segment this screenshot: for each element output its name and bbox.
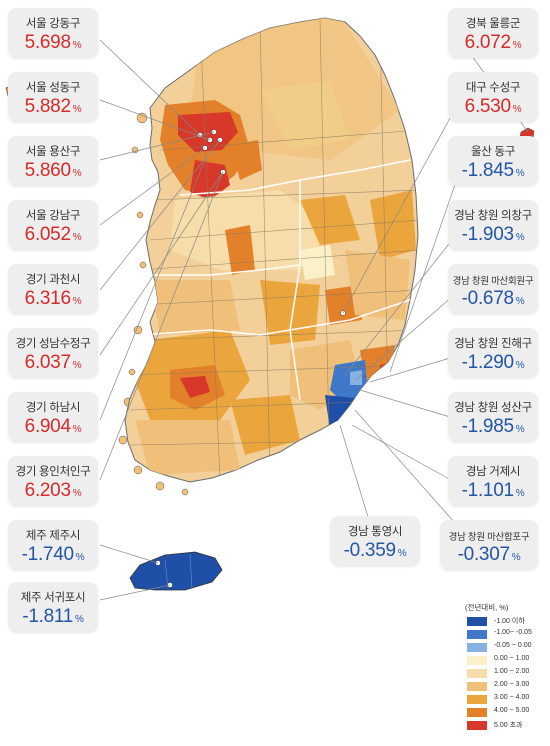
region-value: 5.698 bbox=[24, 32, 71, 53]
region-name: 경남 거제시 bbox=[465, 466, 521, 478]
legend-label: -1.00 이하 bbox=[494, 618, 525, 625]
region-value: 6.037 bbox=[24, 352, 71, 373]
region-value: 6.530 bbox=[464, 96, 511, 117]
region-value: 6.904 bbox=[24, 416, 71, 437]
legend-label: 4.00 ~ 5.00 bbox=[494, 707, 530, 714]
region-card: 서울 강남구 6.052% bbox=[8, 200, 98, 250]
legend-item: -1.00 이하 bbox=[467, 616, 543, 628]
region-value: -1.985 bbox=[461, 416, 514, 437]
region-name: 경기 용인처인구 bbox=[15, 466, 91, 478]
region-value: -1.811 bbox=[22, 606, 74, 627]
legend-item: 3.00 ~ 4.00 bbox=[467, 694, 543, 706]
legend-item: 4.00 ~ 5.00 bbox=[467, 707, 543, 719]
region-card: 경남 창원 의창구 -1.903% bbox=[448, 200, 538, 250]
legend-title: (전년대비, %) bbox=[465, 603, 509, 612]
region-card: 제주 제주시 -1.740% bbox=[8, 520, 98, 570]
region-card: 서울 강동구 5.698% bbox=[8, 8, 98, 58]
legend-item: 5.00 초과 bbox=[467, 720, 543, 732]
legend-item: -0.05 ~ 0.00 bbox=[467, 642, 543, 654]
region-name: 경남 통영시 bbox=[347, 526, 403, 538]
legend-swatch bbox=[467, 669, 487, 678]
region-name: 제주 제주시 bbox=[25, 530, 81, 542]
legend-label: 5.00 초과 bbox=[494, 722, 523, 729]
region-value: -1.903 bbox=[461, 224, 514, 245]
region-card: 경남 창원 성산구 -1.985% bbox=[448, 392, 538, 442]
region-card: 울산 동구 -1.845% bbox=[448, 136, 538, 186]
region-card: 경남 창원 마산회원구 -0.678% bbox=[448, 264, 538, 314]
region-card: 경남 창원 마산합포구 -0.307% bbox=[440, 520, 538, 570]
region-name: 서울 용산구 bbox=[25, 146, 81, 158]
legend-label: -1.00~ -0.05 bbox=[494, 629, 532, 636]
legend-swatch bbox=[467, 708, 487, 717]
leader-lines bbox=[99, 39, 529, 601]
region-value: 6.316 bbox=[24, 288, 71, 309]
region-card: 경남 통영시 -0.359% bbox=[330, 516, 420, 566]
legend-label: 2.00 ~ 3.00 bbox=[494, 681, 530, 688]
region-value: 6.052 bbox=[24, 224, 71, 245]
region-name: 경기 성남수정구 bbox=[15, 338, 91, 350]
jeju-island bbox=[129, 551, 223, 591]
region-name: 경남 창원 마산회원구 bbox=[452, 276, 534, 287]
region-value: 6.203 bbox=[24, 480, 71, 501]
legend-item: -1.00~ -0.05 bbox=[467, 629, 543, 641]
region-name: 경남 창원 진해구 bbox=[454, 338, 532, 350]
region-card: 경기 용인처인구 6.203% bbox=[8, 456, 98, 506]
region-name: 경남 창원 마산합포구 bbox=[448, 532, 530, 543]
region-value: -0.307 bbox=[457, 544, 510, 565]
legend-swatch bbox=[467, 617, 487, 626]
region-name: 경북 울릉군 bbox=[465, 18, 521, 30]
region-card: 서울 성동구 5.882% bbox=[8, 72, 98, 122]
region-card: 경남 창원 진해구 -1.290% bbox=[448, 328, 538, 378]
legend-swatch bbox=[467, 656, 487, 665]
region-card: 서울 용산구 5.860% bbox=[8, 136, 98, 186]
legend-swatch bbox=[467, 721, 487, 730]
region-card: 경기 하남시 6.904% bbox=[8, 392, 98, 442]
legend-swatch bbox=[467, 630, 487, 639]
region-value: 5.882 bbox=[24, 96, 71, 117]
legend-label: -0.05 ~ 0.00 bbox=[494, 642, 532, 649]
region-value: -1.740 bbox=[21, 544, 74, 565]
legend-item: 1.00 ~ 2.00 bbox=[467, 668, 543, 680]
region-name: 울산 동구 bbox=[470, 146, 515, 158]
legend-item: 0.00 ~ 1.00 bbox=[467, 655, 543, 667]
region-name: 경기 과천시 bbox=[25, 274, 81, 286]
region-card: 경남 거제시 -1.101% bbox=[448, 456, 538, 506]
region-card: 제주 서귀포시 -1.811% bbox=[8, 582, 98, 632]
region-name: 경기 하남시 bbox=[25, 402, 81, 414]
legend-label: 0.00 ~ 1.00 bbox=[494, 655, 530, 662]
region-name: 서울 성동구 bbox=[25, 82, 81, 94]
region-name: 서울 강남구 bbox=[25, 210, 81, 222]
region-card: 대구 수성구 6.530% bbox=[448, 72, 538, 122]
legend-swatch bbox=[467, 682, 487, 691]
region-value: -0.359 bbox=[343, 540, 396, 561]
region-value: -1.845 bbox=[461, 160, 514, 181]
region-name: 대구 수성구 bbox=[465, 82, 521, 94]
region-value: -1.101 bbox=[461, 480, 514, 501]
west-islands bbox=[118, 112, 189, 496]
legend-label: 1.00 ~ 2.00 bbox=[494, 668, 530, 675]
region-card: 경기 성남수정구 6.037% bbox=[8, 328, 98, 378]
legend-label: 3.00 ~ 4.00 bbox=[494, 694, 530, 701]
region-value: -1.290 bbox=[461, 352, 514, 373]
region-value: 5.860 bbox=[24, 160, 71, 181]
region-name: 경남 창원 성산구 bbox=[454, 402, 532, 414]
region-value: -0.678 bbox=[461, 288, 514, 309]
legend-item: 2.00 ~ 3.00 bbox=[467, 681, 543, 693]
legend: (전년대비, %) -1.00 이하 -1.00~ -0.05 -0.05 ~ 0.… bbox=[465, 602, 543, 738]
region-card: 경북 울릉군 6.072% bbox=[448, 8, 538, 58]
legend-swatch bbox=[467, 695, 487, 704]
region-value: 6.072 bbox=[464, 32, 511, 53]
region-name: 경남 창원 의창구 bbox=[454, 210, 532, 222]
region-name: 제주 서귀포시 bbox=[20, 592, 86, 604]
legend-swatch bbox=[467, 643, 487, 652]
province-borders bbox=[139, 159, 411, 401]
region-card: 경기 과천시 6.316% bbox=[8, 264, 98, 314]
region-name: 서울 강동구 bbox=[25, 18, 81, 30]
